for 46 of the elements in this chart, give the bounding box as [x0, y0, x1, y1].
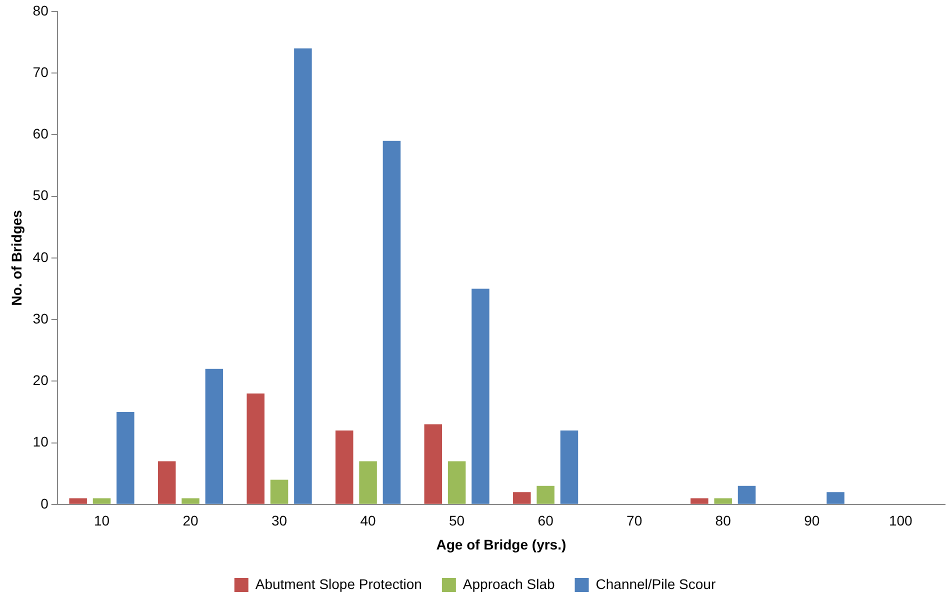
- bar: [359, 461, 377, 504]
- y-tick-label: 50: [32, 187, 49, 204]
- bar: [116, 412, 134, 504]
- x-tick-label: 100: [888, 512, 913, 529]
- bar: [92, 498, 111, 504]
- y-tick-label: 40: [32, 248, 49, 265]
- x-axis-title: Age of Bridge (yrs.): [436, 536, 566, 552]
- bar: [714, 498, 732, 504]
- y-tick-label: 30: [32, 310, 49, 326]
- bar: [424, 424, 442, 504]
- y-tick-label: 10: [32, 434, 49, 450]
- bar: [690, 498, 708, 504]
- legend-label: Abutment Slope Protection: [255, 576, 422, 592]
- x-tick-label: 50: [449, 512, 465, 529]
- y-tick-label: 20: [32, 372, 49, 388]
- x-tick-label: 70: [626, 512, 642, 529]
- y-tick-label: 60: [32, 126, 49, 142]
- bar: [246, 393, 264, 504]
- legend-label: Channel/Pile Scour: [596, 576, 716, 592]
- x-tick-label: 60: [538, 512, 554, 529]
- x-tick-label: 80: [715, 512, 732, 529]
- bar: [472, 288, 490, 504]
- bar: [69, 498, 87, 504]
- bar: [560, 430, 578, 504]
- legend-label: Approach Slab: [462, 576, 555, 592]
- y-axis-title: No. of Bridges: [8, 210, 24, 306]
- x-tick-label: 10: [94, 512, 110, 529]
- bar: [738, 486, 756, 504]
- bar: [158, 461, 176, 504]
- bar: [270, 480, 288, 504]
- bar: [382, 140, 401, 504]
- y-tick-label: 80: [32, 2, 49, 18]
- x-tick-label: 30: [271, 512, 288, 529]
- x-tick-label: 20: [182, 512, 199, 529]
- bar: [294, 48, 312, 504]
- bar: [182, 498, 200, 504]
- bar: [335, 430, 354, 504]
- bar: [826, 492, 844, 504]
- bar: [448, 461, 466, 504]
- bar: [536, 486, 554, 504]
- bar: [513, 492, 531, 504]
- y-tick-label: 0: [40, 495, 49, 512]
- y-tick-label: 70: [32, 64, 49, 80]
- x-tick-label: 90: [804, 512, 820, 529]
- x-tick-label: 40: [360, 512, 376, 529]
- bar: [205, 368, 224, 504]
